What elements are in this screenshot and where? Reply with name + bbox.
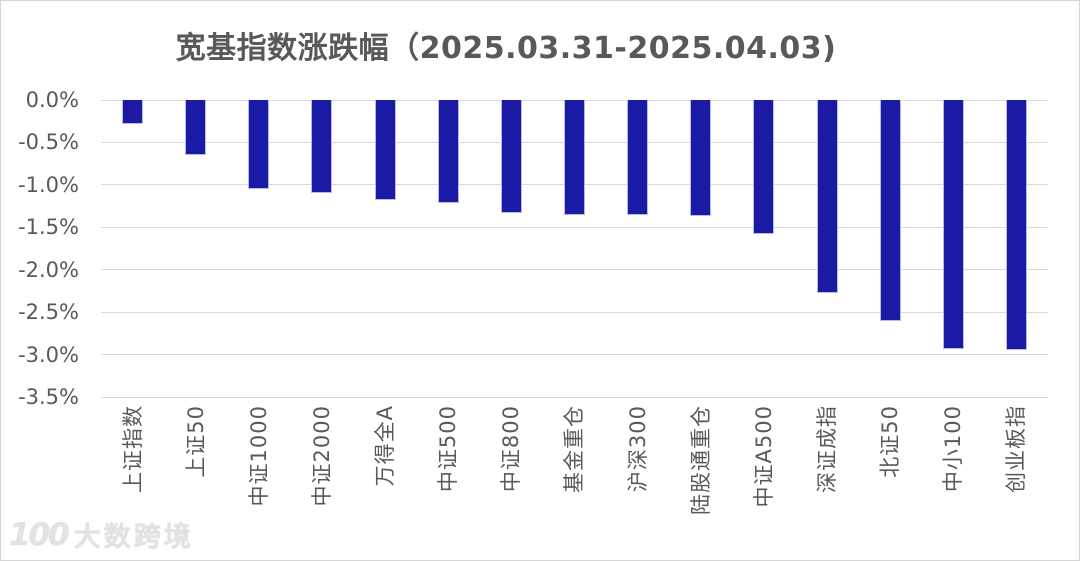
bar — [248, 100, 270, 190]
x-axis-category-label: 中证A500 — [751, 405, 776, 508]
y-axis-tick-label: -0.5% — [18, 130, 79, 155]
y-axis-tick-label: -3.5% — [18, 385, 79, 409]
bar — [942, 100, 964, 349]
bar — [437, 100, 459, 203]
x-axis-category-label: 沪深300 — [625, 405, 650, 493]
chart-title: 宽基指数涨跌幅（2025.03.31-2025.04.03) — [175, 31, 837, 66]
x-axis-category-label: 中小100 — [941, 405, 966, 493]
plot-area — [101, 99, 1048, 398]
x-axis-category-label: 中证2000 — [309, 405, 334, 507]
x-axis-category-label: 中证500 — [436, 405, 461, 493]
x-axis-category-label: 深证成指 — [815, 405, 840, 493]
x-axis-category-label: 中证800 — [499, 405, 524, 493]
gridline — [101, 354, 1048, 356]
bar — [374, 100, 396, 201]
bar — [1005, 100, 1027, 351]
y-axis-tick-label: -2.5% — [18, 300, 79, 325]
gridline — [101, 226, 1048, 228]
y-axis-tick-label: -3.0% — [18, 342, 79, 367]
x-axis-category-label: 陆股通重仓 — [688, 405, 713, 515]
x-axis-category-label: 中证1000 — [246, 405, 271, 507]
x-axis-category-label: 创业板指 — [1004, 405, 1029, 493]
y-axis-tick-label: -1.0% — [18, 172, 79, 197]
y-axis-tick-label: 0.0% — [25, 88, 79, 112]
bar — [564, 100, 585, 215]
watermark: 100 大数跨境 — [9, 515, 194, 554]
gridline — [101, 396, 1048, 398]
x-axis-category-label: 北证50 — [878, 405, 903, 478]
bar — [816, 100, 838, 293]
y-axis-tick-label: -2.0% — [18, 257, 79, 282]
bar — [753, 100, 775, 235]
x-axis-category-label: 基金重仓 — [562, 405, 587, 493]
x-axis: 上证指数 上证50 中证1000 中证2000 万得全A 中证500 中证800 基金重仓 沪深… — [101, 405, 1048, 550]
bar — [879, 100, 901, 322]
bar — [311, 100, 333, 194]
x-axis-category-label: 万得全A — [373, 405, 398, 487]
bar — [185, 100, 207, 156]
bar — [690, 100, 712, 217]
bar — [500, 100, 522, 213]
bar — [122, 100, 144, 124]
gridline — [101, 269, 1048, 271]
bar — [627, 100, 649, 216]
watermark-text: 大数跨境 — [73, 522, 194, 553]
gridline — [101, 311, 1048, 313]
watermark-logo-icon: 100 — [9, 516, 70, 553]
y-axis-tick-label: -1.5% — [18, 215, 79, 240]
